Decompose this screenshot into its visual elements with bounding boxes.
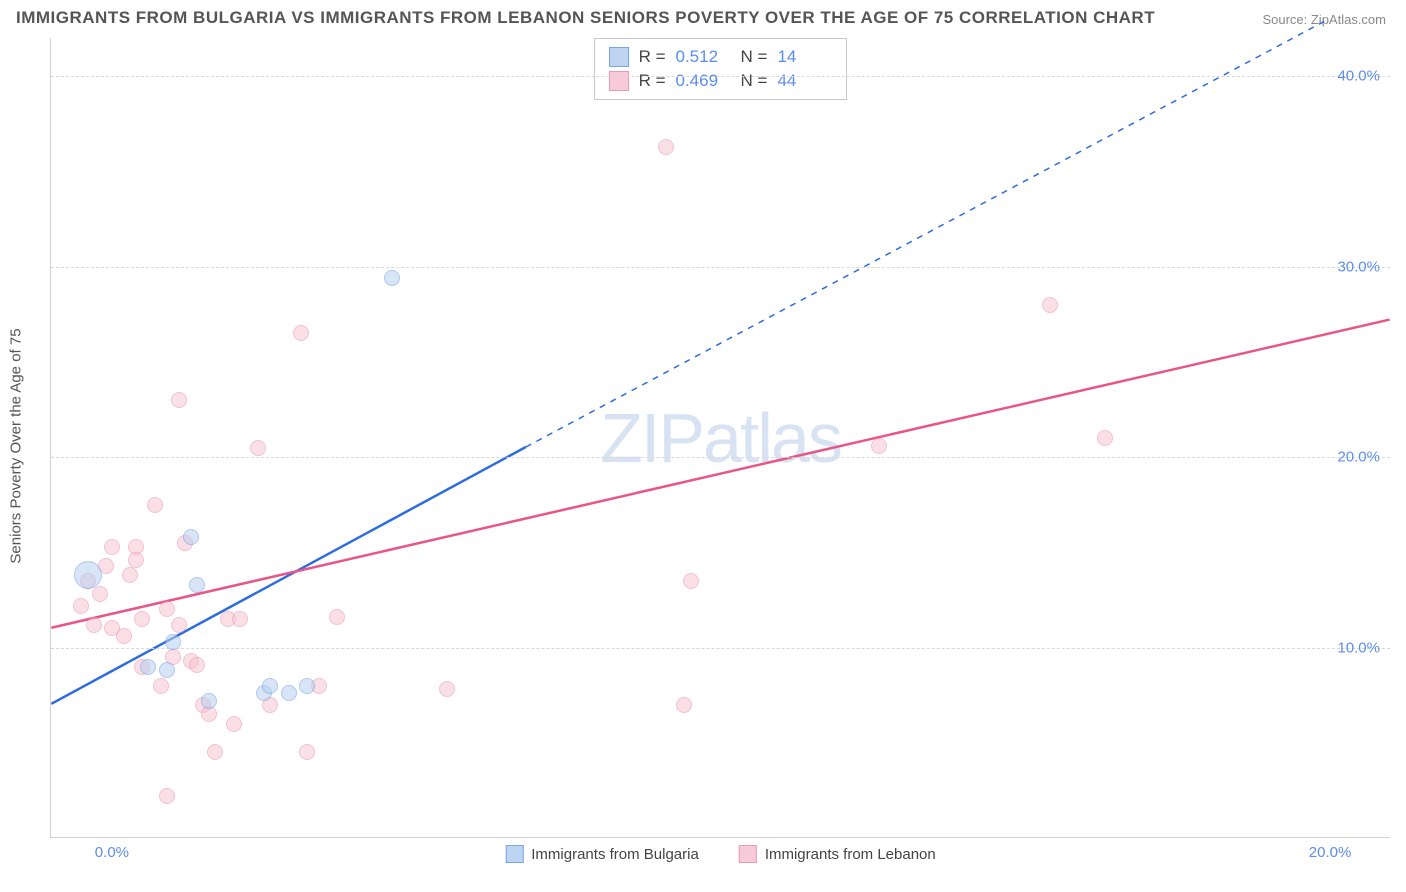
scatter-point-lebanon	[871, 438, 887, 454]
scatter-point-bulgaria	[183, 529, 199, 545]
scatter-point-lebanon	[676, 697, 692, 713]
scatter-point-lebanon	[153, 678, 169, 694]
gridline	[51, 457, 1390, 458]
scatter-point-lebanon	[293, 325, 309, 341]
scatter-point-lebanon	[329, 609, 345, 625]
y-tick-label: 30.0%	[1337, 258, 1380, 275]
stats-legend-box: R = 0.512 N = 14 R = 0.469 N = 44	[594, 38, 848, 100]
n-value-lebanon: 44	[777, 71, 832, 91]
gridline	[51, 648, 1390, 649]
r-label: R =	[639, 71, 666, 91]
source-attribution: Source: ZipAtlas.com	[1262, 12, 1386, 27]
scatter-point-lebanon	[116, 628, 132, 644]
stats-row-lebanon: R = 0.469 N = 44	[609, 69, 833, 93]
scatter-point-lebanon	[250, 440, 266, 456]
scatter-point-lebanon	[189, 657, 205, 673]
trend-lines-svg	[51, 38, 1390, 837]
n-label: N =	[741, 47, 768, 67]
scatter-point-bulgaria	[384, 270, 400, 286]
y-axis-title: Seniors Poverty Over the Age of 75	[8, 328, 25, 563]
gridline	[51, 267, 1390, 268]
scatter-point-bulgaria	[201, 693, 217, 709]
r-label: R =	[639, 47, 666, 67]
scatter-point-lebanon	[128, 552, 144, 568]
n-value-bulgaria: 14	[777, 47, 832, 67]
trend-line-lebanon	[51, 320, 1389, 628]
scatter-point-bulgaria	[299, 678, 315, 694]
y-tick-label: 20.0%	[1337, 449, 1380, 466]
legend-swatch-bulgaria	[505, 845, 523, 863]
scatter-point-bulgaria	[189, 577, 205, 593]
bottom-legend: Immigrants from Bulgaria Immigrants from…	[505, 845, 935, 863]
swatch-lebanon	[609, 71, 629, 91]
scatter-point-lebanon	[1097, 430, 1113, 446]
watermark: ZIPatlas	[600, 398, 841, 478]
scatter-point-bulgaria	[281, 685, 297, 701]
y-tick-label: 40.0%	[1337, 68, 1380, 85]
watermark-thin: atlas	[703, 399, 841, 477]
chart-title: IMMIGRANTS FROM BULGARIA VS IMMIGRANTS F…	[16, 8, 1155, 28]
scatter-point-lebanon	[207, 744, 223, 760]
watermark-bold: ZIP	[600, 399, 703, 477]
scatter-point-bulgaria	[74, 561, 102, 589]
legend-swatch-lebanon	[739, 845, 757, 863]
scatter-point-lebanon	[1042, 297, 1058, 313]
source-value: ZipAtlas.com	[1311, 12, 1386, 27]
x-tick-label: 0.0%	[95, 844, 129, 861]
stats-row-bulgaria: R = 0.512 N = 14	[609, 45, 833, 69]
r-value-lebanon: 0.469	[676, 71, 731, 91]
y-tick-label: 10.0%	[1337, 639, 1380, 656]
swatch-bulgaria	[609, 47, 629, 67]
scatter-point-lebanon	[147, 497, 163, 513]
scatter-point-lebanon	[159, 788, 175, 804]
scatter-point-lebanon	[232, 611, 248, 627]
scatter-point-lebanon	[299, 744, 315, 760]
scatter-point-lebanon	[439, 681, 455, 697]
scatter-point-bulgaria	[140, 659, 156, 675]
scatter-point-lebanon	[683, 573, 699, 589]
scatter-point-lebanon	[92, 586, 108, 602]
chart-container: IMMIGRANTS FROM BULGARIA VS IMMIGRANTS F…	[0, 0, 1406, 892]
r-value-bulgaria: 0.512	[676, 47, 731, 67]
source-label: Source:	[1262, 12, 1310, 27]
scatter-point-bulgaria	[165, 634, 181, 650]
legend-item-lebanon: Immigrants from Lebanon	[739, 845, 936, 863]
gridline	[51, 76, 1390, 77]
legend-label-lebanon: Immigrants from Lebanon	[765, 846, 936, 863]
legend-label-bulgaria: Immigrants from Bulgaria	[531, 846, 699, 863]
n-label: N =	[741, 71, 768, 91]
plot-area: ZIPatlas R = 0.512 N = 14 R = 0.469 N = …	[50, 38, 1390, 838]
scatter-point-lebanon	[122, 567, 138, 583]
scatter-point-lebanon	[226, 716, 242, 732]
scatter-point-lebanon	[658, 139, 674, 155]
scatter-point-bulgaria	[159, 662, 175, 678]
scatter-point-lebanon	[134, 611, 150, 627]
x-tick-label: 20.0%	[1309, 844, 1352, 861]
scatter-point-lebanon	[73, 598, 89, 614]
scatter-point-lebanon	[171, 392, 187, 408]
legend-item-bulgaria: Immigrants from Bulgaria	[505, 845, 699, 863]
scatter-point-lebanon	[104, 539, 120, 555]
scatter-point-lebanon	[171, 617, 187, 633]
scatter-point-bulgaria	[262, 678, 278, 694]
scatter-point-lebanon	[159, 601, 175, 617]
scatter-point-lebanon	[86, 617, 102, 633]
